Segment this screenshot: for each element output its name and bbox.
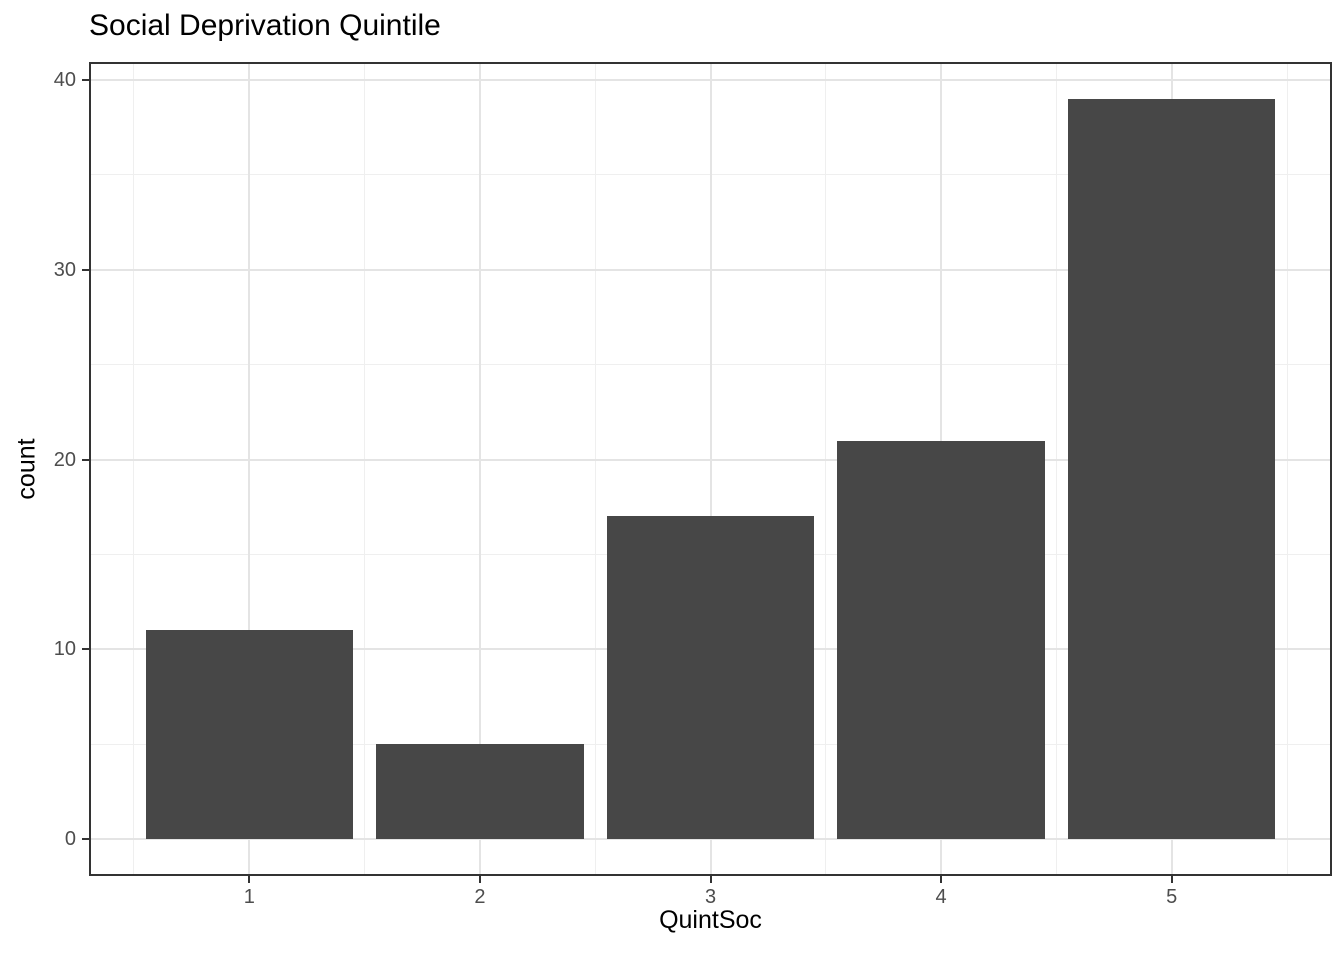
y-tick-mark [82, 268, 89, 271]
y-tick-label: 0 [64, 828, 76, 850]
x-tick-label: 2 [474, 886, 486, 908]
y-tick-mark [82, 79, 89, 82]
gridline-minor-x [1286, 62, 1288, 876]
plot-title: Social Deprivation Quintile [89, 9, 441, 42]
x-tick-label: 5 [1166, 886, 1178, 908]
x-tick-label: 3 [704, 886, 717, 908]
y-tick-label: 10 [53, 638, 76, 661]
y-tick-label: 30 [53, 258, 76, 281]
bar-quintile-3 [606, 516, 815, 839]
bar-quintile-4 [837, 440, 1045, 839]
y-tick-label: 40 [53, 69, 76, 92]
x-tick-mark [478, 876, 481, 883]
x-tick-mark [940, 876, 943, 883]
bar-quintile-2 [376, 744, 584, 839]
bar-quintile-1 [145, 630, 354, 839]
bar-quintile-5 [1067, 99, 1276, 839]
gridline-major-x [478, 62, 481, 876]
y-tick-label: 20 [53, 448, 76, 471]
gridline-minor-x [1055, 62, 1057, 876]
gridline-minor-x [133, 62, 135, 876]
y-tick-mark [82, 648, 89, 651]
plot-panel [89, 62, 1332, 876]
gridline-minor-x [594, 62, 596, 876]
gridline-major-x [248, 62, 251, 876]
x-tick-mark [248, 876, 251, 883]
y-tick-mark [82, 838, 89, 840]
y-tick-mark [82, 458, 89, 461]
x-tick-mark [709, 876, 712, 883]
gridline-major-x [709, 62, 712, 876]
x-tick-label: 1 [243, 886, 255, 908]
x-axis-title: QuintSoc [659, 906, 762, 934]
gridline-minor-x [825, 62, 827, 876]
x-tick-label: 4 [935, 886, 947, 908]
x-tick-mark [1170, 876, 1173, 883]
gridline-minor-x [364, 62, 366, 876]
